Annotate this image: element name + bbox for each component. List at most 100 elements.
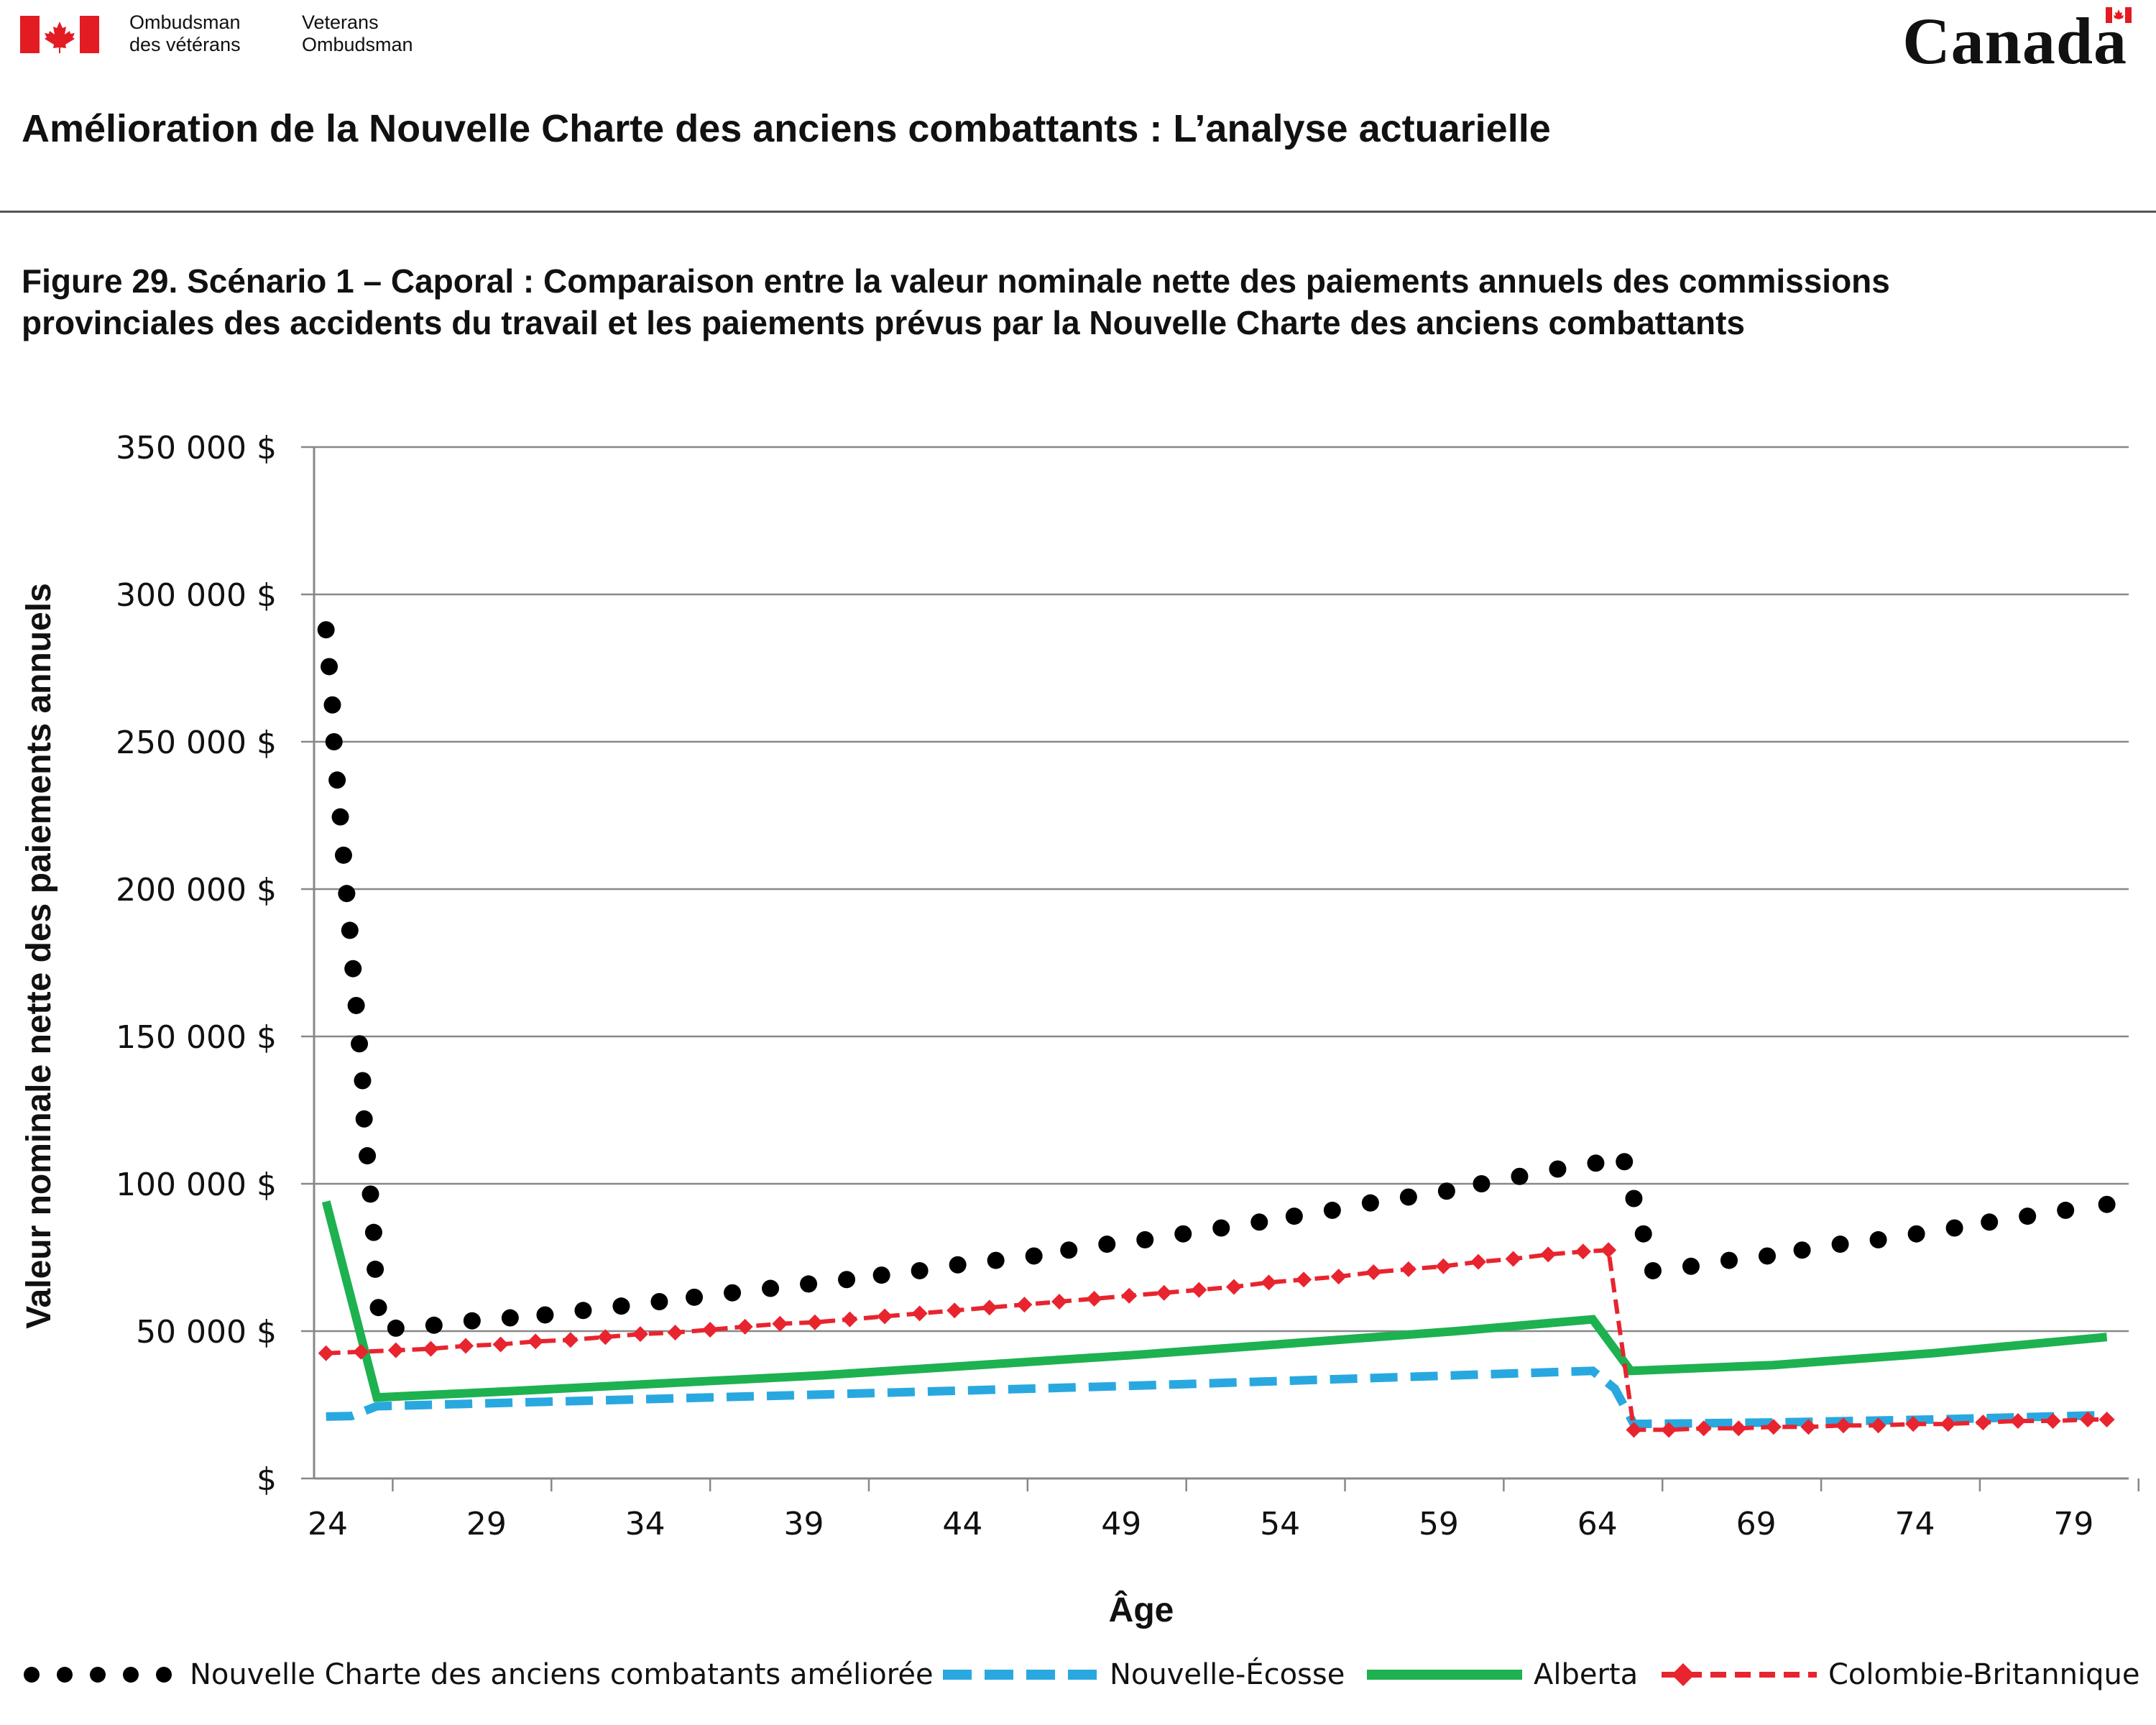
- data-point: [528, 1333, 544, 1350]
- data-point: [364, 1223, 382, 1241]
- data-point: [323, 696, 341, 714]
- page-header: Ombudsman des vétérans Veterans Ombudsma…: [0, 0, 2156, 216]
- data-point: [1720, 1251, 1738, 1269]
- org-name-en-line2: Ombudsman: [302, 34, 413, 55]
- data-point: [574, 1302, 592, 1320]
- x-tick-label: 54: [1260, 1506, 1300, 1542]
- data-point: [842, 1311, 858, 1328]
- data-point: [361, 1185, 379, 1203]
- data-point: [2099, 1412, 2115, 1427]
- data-point: [1549, 1160, 1567, 1178]
- data-point: [1330, 1269, 1347, 1285]
- y-tick-label: 200 000 $: [116, 872, 277, 908]
- data-point: [423, 1340, 439, 1357]
- x-tick-label: 69: [1736, 1506, 1777, 1542]
- data-point: [321, 658, 338, 676]
- data-point: [1940, 1416, 1956, 1432]
- data-point: [1600, 1242, 1617, 1259]
- data-point: [1051, 1294, 1067, 1310]
- data-point: [632, 1326, 648, 1343]
- data-point: [344, 960, 362, 978]
- series-line-3: [326, 1248, 2107, 1432]
- x-tick-label: 39: [784, 1506, 824, 1542]
- data-point: [354, 1072, 372, 1090]
- data-point: [762, 1279, 780, 1297]
- data-point: [1800, 1419, 1817, 1435]
- data-point: [2057, 1201, 2075, 1219]
- legend-swatch-dotted-icon: [24, 1667, 172, 1683]
- data-point: [872, 1266, 890, 1284]
- org-name-en: Veterans Ombudsman: [302, 12, 413, 56]
- data-point: [1907, 1225, 1925, 1243]
- data-point: [338, 885, 356, 903]
- data-point: [1758, 1247, 1776, 1265]
- data-point: [2019, 1208, 2037, 1225]
- y-tick-label: 350 000 $: [116, 430, 277, 466]
- data-point: [1644, 1261, 1662, 1279]
- data-point: [1831, 1236, 1849, 1254]
- legend-label-nova-scotia: Nouvelle-Écosse: [1110, 1658, 1345, 1691]
- org-name-fr-line1: Ombudsman: [129, 12, 241, 33]
- data-point: [492, 1336, 509, 1353]
- data-point: [1136, 1230, 1154, 1248]
- x-tick-label: 59: [1419, 1506, 1459, 1542]
- data-point: [1296, 1271, 1312, 1288]
- legend-label-british-columbia: Colombie-Britannique: [1828, 1658, 2140, 1691]
- data-point: [2098, 1195, 2116, 1213]
- data-point: [1661, 1422, 1677, 1438]
- y-tick-label: 100 000 $: [116, 1167, 277, 1203]
- data-point: [1505, 1251, 1521, 1267]
- data-point: [949, 1256, 967, 1274]
- data-point: [1016, 1297, 1033, 1313]
- legend-item-nova-scotia: Nouvelle-Écosse: [941, 1653, 1345, 1696]
- data-point: [1261, 1274, 1277, 1291]
- data-point: [1470, 1254, 1487, 1270]
- data-point: [1191, 1282, 1207, 1298]
- page-title: Amélioration de la Nouvelle Charte des a…: [22, 107, 1551, 150]
- legend-swatch-dashed-icon: [943, 1670, 1098, 1680]
- y-tick-label: 150 000 $: [116, 1019, 277, 1056]
- data-point: [877, 1308, 893, 1325]
- data-point: [318, 1345, 334, 1361]
- data-point: [724, 1284, 742, 1302]
- legend-label-enhanced-nvc: Nouvelle Charte des anciens combatants a…: [190, 1658, 934, 1691]
- data-point: [800, 1275, 818, 1293]
- data-point: [667, 1325, 683, 1341]
- x-tick-label: 49: [1101, 1506, 1141, 1542]
- data-point: [325, 733, 343, 750]
- data-point: [351, 1035, 369, 1053]
- axis-layer: $50 000 $ 100 000 $ 150 000 $ 200 000 $ 250 …: [116, 430, 2140, 1542]
- data-point: [387, 1342, 404, 1358]
- data-point: [359, 1147, 377, 1165]
- data-point: [1695, 1420, 1712, 1437]
- data-point: [946, 1302, 963, 1319]
- data-point: [2080, 1412, 2096, 1427]
- data-point: [1225, 1279, 1242, 1295]
- data-point: [1975, 1414, 1991, 1431]
- y-tick-label: 50 000 $: [136, 1314, 277, 1351]
- data-point: [1634, 1225, 1652, 1243]
- data-point: [562, 1332, 579, 1348]
- data-point: [536, 1306, 554, 1324]
- data-point: [1587, 1154, 1605, 1172]
- legend-swatch-solid-icon: [1367, 1670, 1522, 1680]
- data-point: [1156, 1284, 1172, 1301]
- data-point: [2045, 1413, 2061, 1430]
- data-point: [686, 1288, 704, 1306]
- data-point: [702, 1321, 719, 1338]
- legend-swatch-diamond-icon: [1662, 1663, 1817, 1686]
- wordmark-flag-icon: [2106, 7, 2132, 23]
- data-point: [1121, 1287, 1138, 1304]
- data-point: [1435, 1258, 1452, 1274]
- figure-title: Figure 29. Scénario 1 – Caporal : Compar…: [22, 262, 1890, 341]
- data-point: [1086, 1290, 1102, 1307]
- data-point: [1285, 1208, 1303, 1225]
- data-point: [501, 1309, 519, 1327]
- series-layer: [317, 621, 2116, 1438]
- data-point: [387, 1319, 405, 1337]
- data-point: [1361, 1194, 1379, 1212]
- org-name-en-line1: Veterans: [302, 12, 379, 33]
- data-point: [911, 1305, 928, 1322]
- data-point: [369, 1299, 387, 1317]
